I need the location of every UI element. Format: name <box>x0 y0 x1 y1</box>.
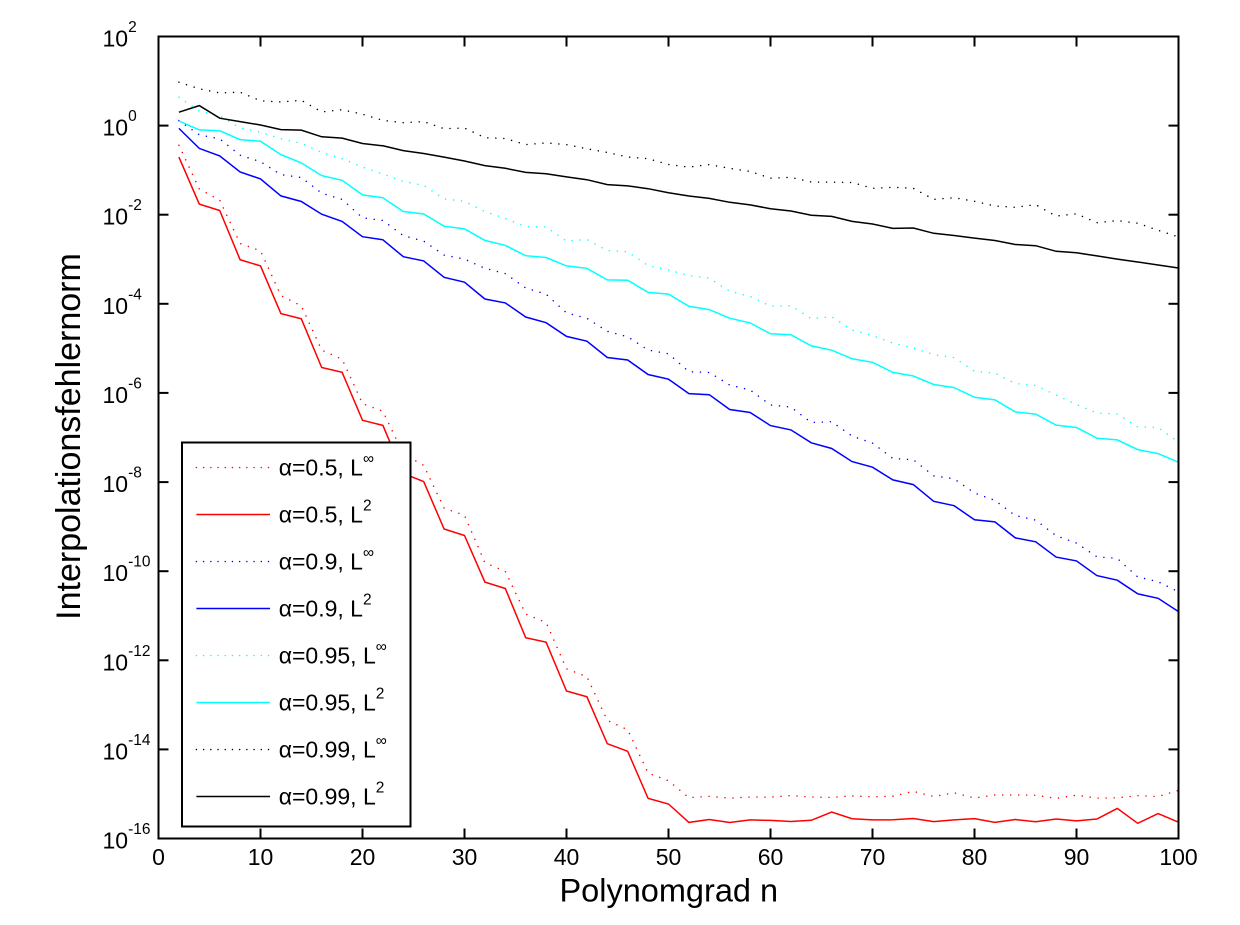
svg-text:60: 60 <box>758 844 784 870</box>
svg-text:Interpolationsfehlernorm: Interpolationsfehlernorm <box>50 253 88 620</box>
svg-text:50: 50 <box>656 844 682 870</box>
svg-text:α=0.5, L2: α=0.5, L2 <box>279 498 372 528</box>
svg-text:Polynomgrad n: Polynomgrad n <box>559 873 778 909</box>
svg-text:40: 40 <box>554 844 580 870</box>
svg-text:α=0.9, L2: α=0.9, L2 <box>279 592 372 622</box>
svg-text:α=0.99, L∞: α=0.99, L∞ <box>279 733 387 763</box>
svg-text:0: 0 <box>152 844 165 870</box>
svg-text:70: 70 <box>860 844 886 870</box>
svg-text:20: 20 <box>350 844 376 870</box>
svg-text:α=0.99, L2: α=0.99, L2 <box>279 780 385 810</box>
svg-text:α=0.95, L2: α=0.95, L2 <box>279 686 385 716</box>
svg-text:α=0.9, L∞: α=0.9, L∞ <box>279 545 374 575</box>
svg-text:80: 80 <box>962 844 988 870</box>
svg-text:90: 90 <box>1064 844 1090 870</box>
svg-text:10: 10 <box>248 844 274 870</box>
svg-text:α=0.5, L∞: α=0.5, L∞ <box>279 451 374 481</box>
svg-text:30: 30 <box>452 844 478 870</box>
svg-text:100: 100 <box>1159 844 1197 870</box>
svg-text:α=0.95, L∞: α=0.95, L∞ <box>279 639 387 669</box>
